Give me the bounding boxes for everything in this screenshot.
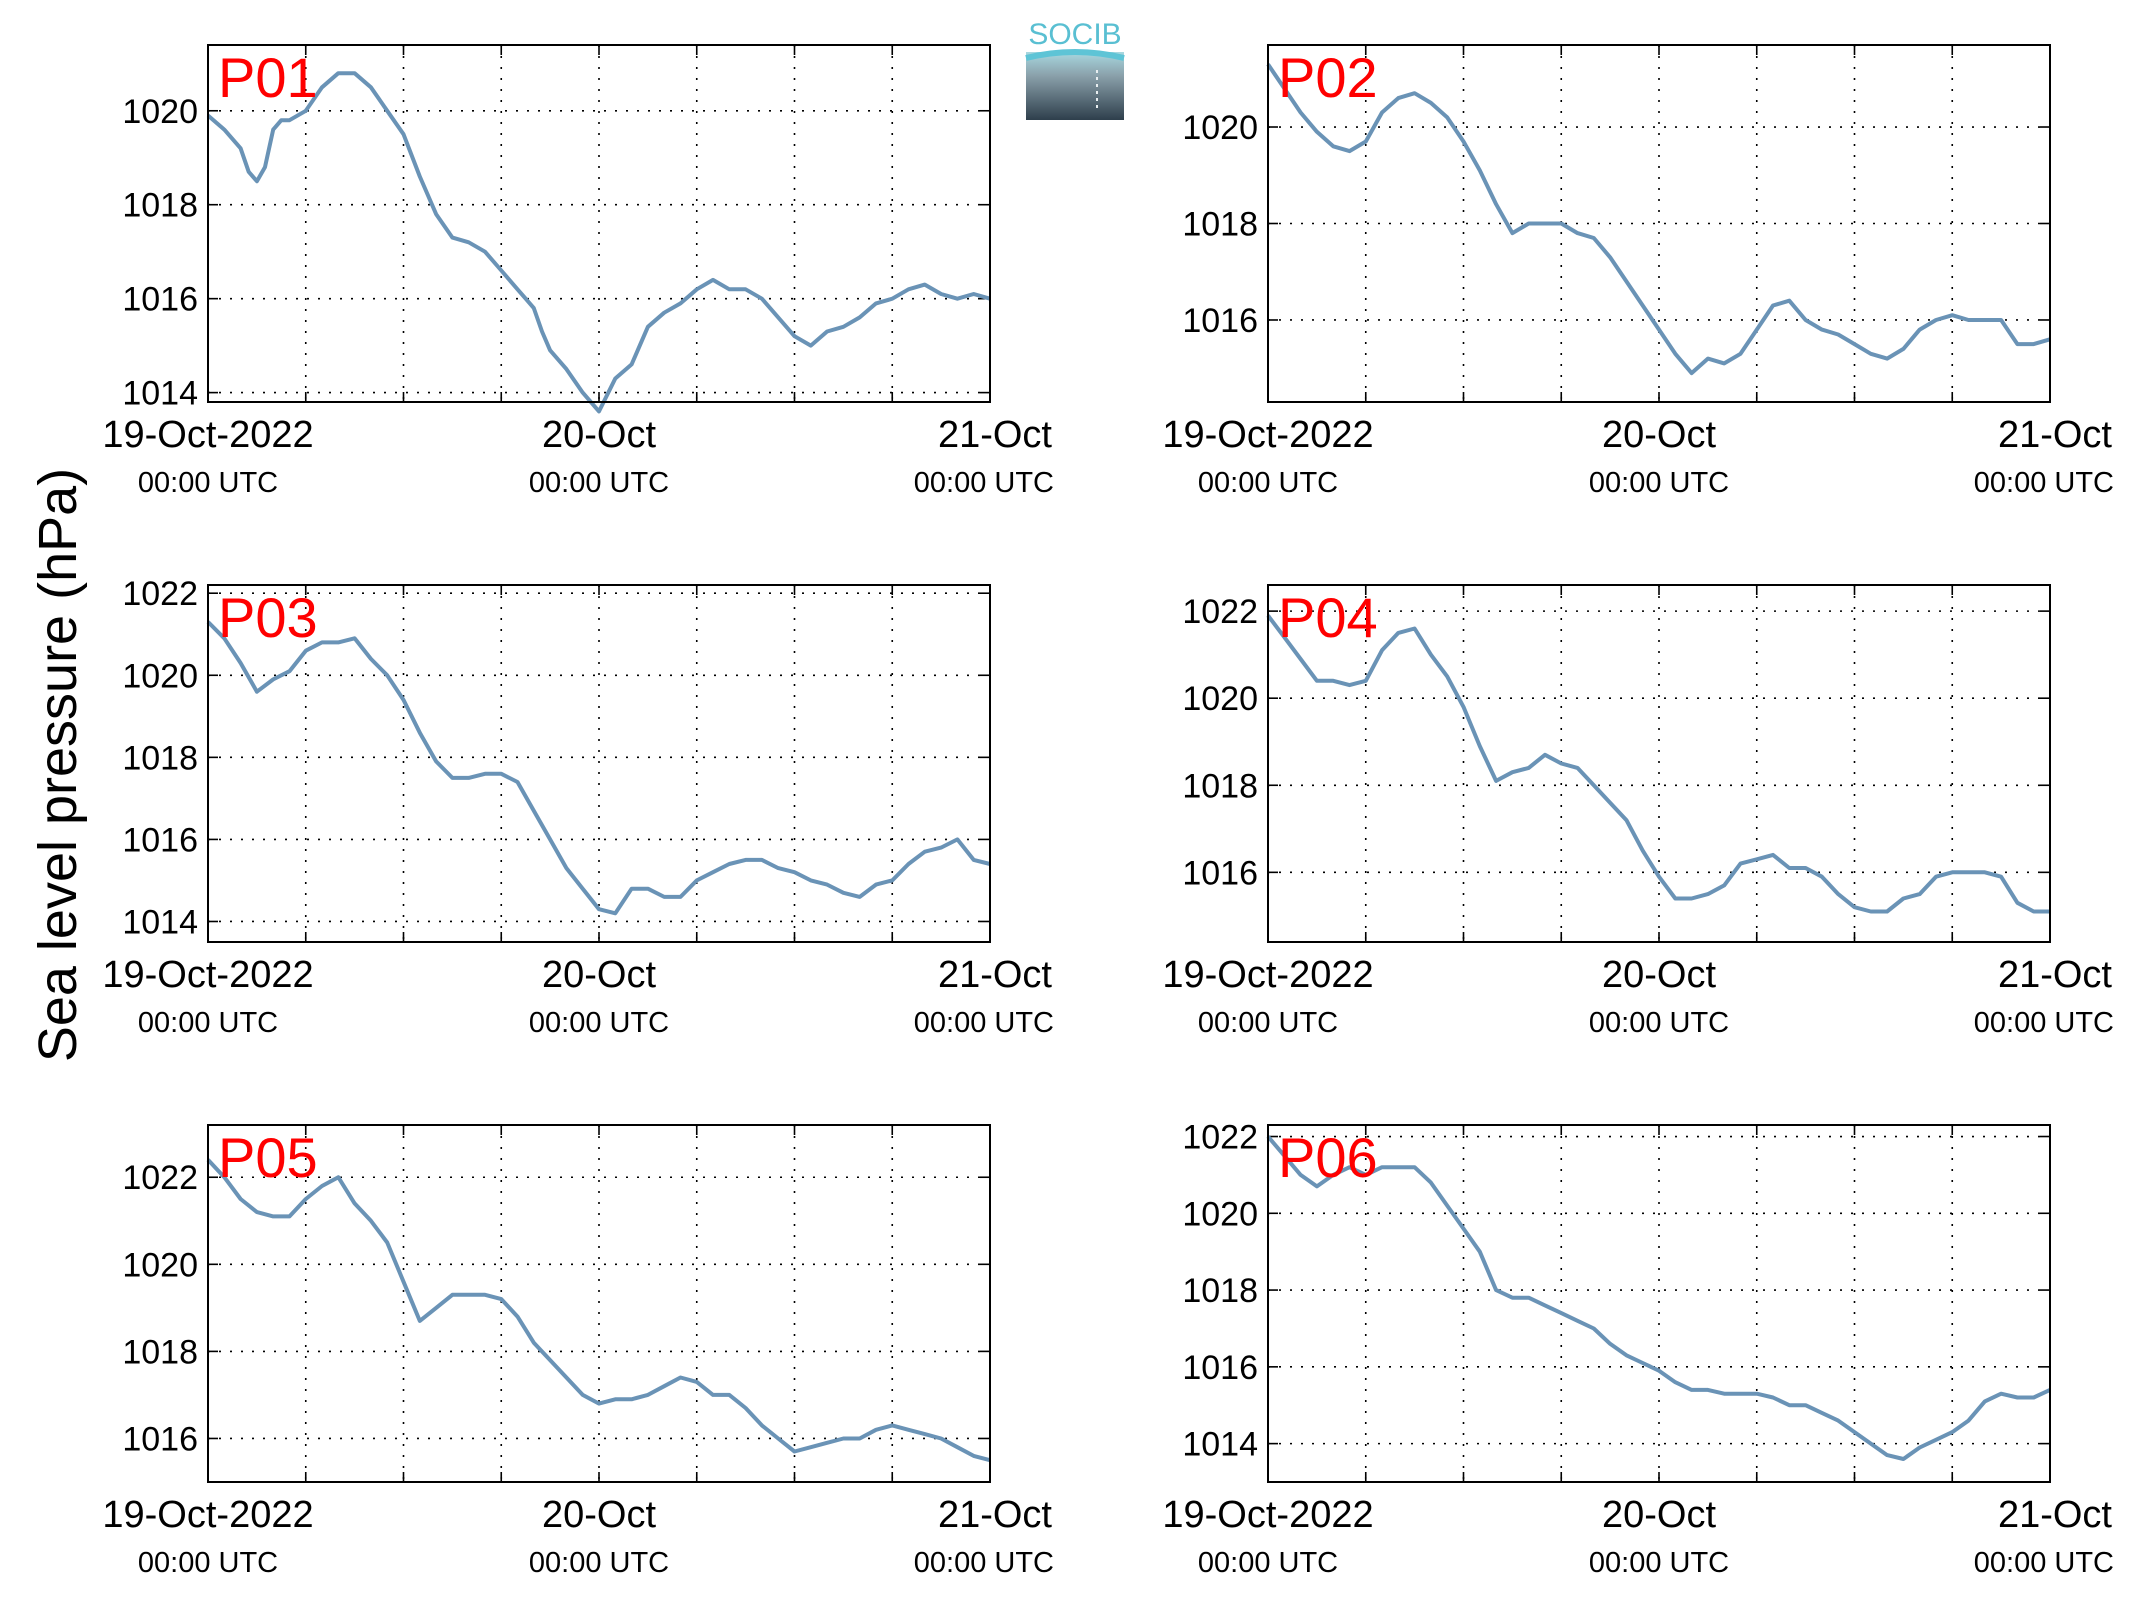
y-tick-label: 1016 <box>1182 854 1258 892</box>
x-tick-label-time: 00:00 UTC <box>138 1547 278 1579</box>
x-tick-label-date: 19-Oct-2022 <box>102 1494 313 1536</box>
axes-frame <box>1267 1124 2051 1483</box>
logo-graphic <box>1026 52 1124 120</box>
x-tick-label-time: 00:00 UTC <box>529 1007 669 1039</box>
axes-frame <box>1267 584 2051 943</box>
y-tick-label: 1014 <box>122 903 198 941</box>
pressure-line <box>1266 63 2051 376</box>
y-tick-label: 1016 <box>122 1420 198 1458</box>
x-tick-label-date: 20-Oct <box>1602 954 1716 996</box>
panel-label: P04 <box>1278 586 1378 649</box>
x-tick-label-time: 00:00 UTC <box>1974 1547 2114 1579</box>
axes-frame <box>207 1124 991 1483</box>
socib-logo: SOCIB <box>1025 18 1125 120</box>
x-tick-label-date: 19-Oct-2022 <box>102 414 313 456</box>
x-tick-label-time: 00:00 UTC <box>1589 1007 1729 1039</box>
logo-text: SOCIB <box>1028 18 1121 51</box>
pressure-line <box>206 71 991 414</box>
axes-frame <box>207 584 991 943</box>
chart-panel-p02: 1016 1018 1020 P02 19-Oct-2022 00:00 UTC 20-Oc… <box>1162 44 2114 499</box>
y-tick-label: 1016 <box>122 821 198 859</box>
x-tick-label-date: 21-Oct <box>1998 1494 2112 1536</box>
x-tick-label-date: 21-Oct <box>938 414 1052 456</box>
x-tick-label-date: 21-Oct <box>1998 414 2112 456</box>
x-tick-label-time: 00:00 UTC <box>914 1007 1054 1039</box>
x-tick-label-date: 20-Oct <box>1602 414 1716 456</box>
y-tick-label: 1022 <box>122 575 198 613</box>
x-tick-label-date: 19-Oct-2022 <box>1162 1494 1373 1536</box>
chart-panel-p05: 1016 1018 1020 1022 P05 19-Oct-2022 00:00 UTC 2… <box>102 1124 1054 1579</box>
y-tick-label: 1020 <box>122 1246 198 1284</box>
y-tick-label: 1022 <box>1182 1119 1258 1157</box>
x-tick-label-date: 21-Oct <box>938 954 1052 996</box>
x-tick-label-date: 20-Oct <box>542 954 656 996</box>
x-tick-label-time: 00:00 UTC <box>138 1007 278 1039</box>
x-tick-label-date: 20-Oct <box>1602 1494 1716 1536</box>
x-tick-label-date: 19-Oct-2022 <box>102 954 313 996</box>
x-tick-label-date: 21-Oct <box>938 1494 1052 1536</box>
x-tick-label-time: 00:00 UTC <box>1198 467 1338 499</box>
y-tick-label: 1018 <box>1182 206 1258 244</box>
y-tick-label: 1020 <box>1182 1195 1258 1233</box>
y-tick-label: 1016 <box>122 281 198 319</box>
chart-panel-p06: 1014 1016 1018 1020 1022 P06 19-Oct-2022 00:00 … <box>1162 1119 2114 1579</box>
panel-label: P02 <box>1278 46 1378 109</box>
y-tick-label: 1020 <box>122 657 198 695</box>
pressure-line <box>1266 1135 2051 1461</box>
y-tick-label: 1018 <box>122 1333 198 1371</box>
x-tick-label-date: 20-Oct <box>542 414 656 456</box>
pressure-line <box>1266 614 2050 914</box>
x-tick-label-time: 00:00 UTC <box>529 1547 669 1579</box>
y-tick-label: 1020 <box>122 93 198 131</box>
x-tick-label-date: 19-Oct-2022 <box>1162 954 1373 996</box>
y-tick-label: 1022 <box>1182 593 1258 631</box>
pressure-line <box>206 620 991 916</box>
x-tick-label-date: 20-Oct <box>542 1494 656 1536</box>
x-tick-label-time: 00:00 UTC <box>1974 1007 2114 1039</box>
y-tick-label: 1020 <box>1182 680 1258 718</box>
x-tick-label-time: 00:00 UTC <box>914 1547 1054 1579</box>
y-tick-label: 1014 <box>122 375 198 413</box>
chart-panel-p01: 1014 1016 1018 1020 P01 19-Oct-2022 00:00 UTC 2… <box>102 44 1054 499</box>
y-axis-label: Sea level pressure (hPa) <box>28 467 88 1063</box>
pressure-line <box>206 1158 991 1463</box>
axes-frame <box>207 44 991 403</box>
x-tick-label-time: 00:00 UTC <box>529 467 669 499</box>
y-tick-label: 1022 <box>122 1159 198 1197</box>
y-tick-label: 1018 <box>1182 1272 1258 1310</box>
x-tick-label-time: 00:00 UTC <box>1589 1547 1729 1579</box>
y-tick-label: 1014 <box>1182 1426 1258 1464</box>
y-tick-label: 1016 <box>1182 1349 1258 1387</box>
panel-label: P06 <box>1278 1126 1378 1189</box>
y-tick-label: 1018 <box>1182 767 1258 805</box>
y-tick-label: 1016 <box>1182 302 1258 340</box>
x-tick-label-time: 00:00 UTC <box>138 467 278 499</box>
x-tick-label-time: 00:00 UTC <box>1198 1007 1338 1039</box>
y-tick-label: 1020 <box>1182 109 1258 147</box>
axes-frame <box>1267 44 2051 403</box>
chart-panel-p03: 1014 1016 1018 1020 1022 P03 19-Oct-2022 00:00 … <box>102 575 1054 1039</box>
panel-label: P05 <box>218 1126 318 1189</box>
x-tick-label-time: 00:00 UTC <box>1974 467 2114 499</box>
chart-panel-p04: 1016 1018 1020 1022 P04 19-Oct-2022 00:00 UTC 2… <box>1162 584 2114 1039</box>
panel-label: P03 <box>218 586 318 649</box>
x-tick-label-time: 00:00 UTC <box>1589 467 1729 499</box>
y-tick-label: 1018 <box>122 739 198 777</box>
x-tick-label-date: 21-Oct <box>1998 954 2112 996</box>
x-tick-label-date: 19-Oct-2022 <box>1162 414 1373 456</box>
x-tick-label-time: 00:00 UTC <box>914 467 1054 499</box>
panel-label: P01 <box>218 46 318 109</box>
x-tick-label-time: 00:00 UTC <box>1198 1547 1338 1579</box>
y-tick-label: 1018 <box>122 187 198 225</box>
